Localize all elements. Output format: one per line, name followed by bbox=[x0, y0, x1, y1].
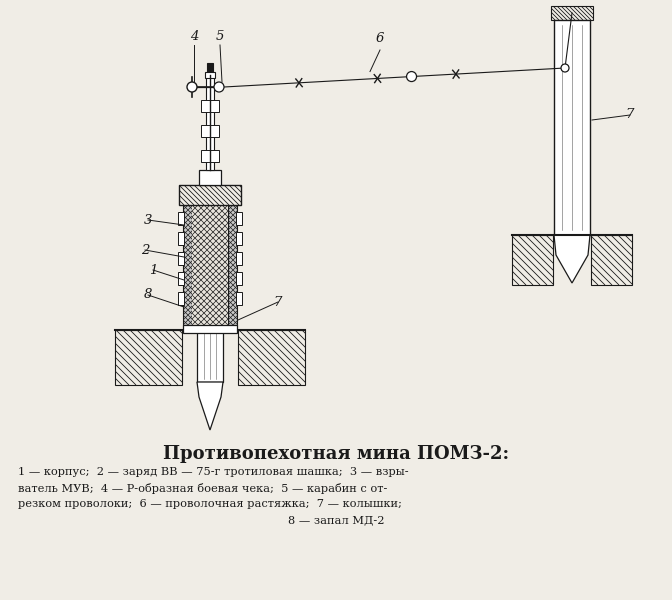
Bar bbox=[201, 125, 219, 137]
Polygon shape bbox=[228, 205, 237, 325]
Bar bbox=[178, 212, 184, 225]
Circle shape bbox=[214, 82, 224, 92]
Bar bbox=[236, 232, 242, 245]
Text: 1 — корпус;  2 — заряд ВВ — 75-г тротиловая шашка;  3 — взры-: 1 — корпус; 2 — заряд ВВ — 75-г тротилов… bbox=[18, 467, 409, 477]
Text: 8: 8 bbox=[144, 289, 152, 301]
Bar bbox=[178, 292, 184, 305]
Polygon shape bbox=[115, 330, 182, 385]
Bar bbox=[207, 63, 213, 77]
Text: резком проволоки;  6 — проволочная растяжка;  7 — колышки;: резком проволоки; 6 — проволочная растяж… bbox=[18, 499, 402, 509]
Bar bbox=[236, 212, 242, 225]
Text: 6: 6 bbox=[376, 32, 384, 45]
Polygon shape bbox=[238, 330, 305, 385]
Bar bbox=[206, 75, 214, 170]
Text: 4: 4 bbox=[190, 30, 198, 43]
Bar bbox=[236, 252, 242, 265]
Bar bbox=[183, 325, 237, 333]
Polygon shape bbox=[591, 235, 632, 285]
Text: 1: 1 bbox=[149, 263, 157, 277]
Bar bbox=[178, 232, 184, 245]
Bar bbox=[178, 252, 184, 265]
Circle shape bbox=[187, 82, 197, 92]
Text: 8 — запал МД-2: 8 — запал МД-2 bbox=[288, 515, 384, 525]
Circle shape bbox=[407, 71, 417, 82]
Text: 7: 7 bbox=[274, 295, 282, 308]
Bar bbox=[199, 170, 221, 185]
Bar bbox=[205, 72, 215, 78]
Text: 5: 5 bbox=[216, 30, 224, 43]
Polygon shape bbox=[192, 205, 228, 325]
Bar bbox=[201, 100, 219, 112]
Polygon shape bbox=[512, 235, 553, 285]
Circle shape bbox=[561, 64, 569, 72]
Text: ватель МУВ;  4 — Р-образная боевая чека;  5 — карабин с от-: ватель МУВ; 4 — Р-образная боевая чека; … bbox=[18, 483, 387, 494]
Polygon shape bbox=[197, 382, 223, 430]
Bar bbox=[236, 272, 242, 285]
Bar bbox=[554, 20, 590, 235]
Polygon shape bbox=[554, 235, 590, 283]
Polygon shape bbox=[551, 6, 593, 20]
Polygon shape bbox=[183, 205, 192, 325]
Text: 3: 3 bbox=[144, 214, 152, 226]
Bar bbox=[197, 330, 223, 382]
Text: Противопехотная мина ПОМЗ-2:: Противопехотная мина ПОМЗ-2: bbox=[163, 445, 509, 463]
Bar bbox=[178, 272, 184, 285]
Text: 7: 7 bbox=[626, 109, 634, 121]
Polygon shape bbox=[179, 185, 241, 205]
Bar bbox=[236, 292, 242, 305]
Bar bbox=[201, 150, 219, 162]
Text: 2: 2 bbox=[141, 244, 149, 257]
